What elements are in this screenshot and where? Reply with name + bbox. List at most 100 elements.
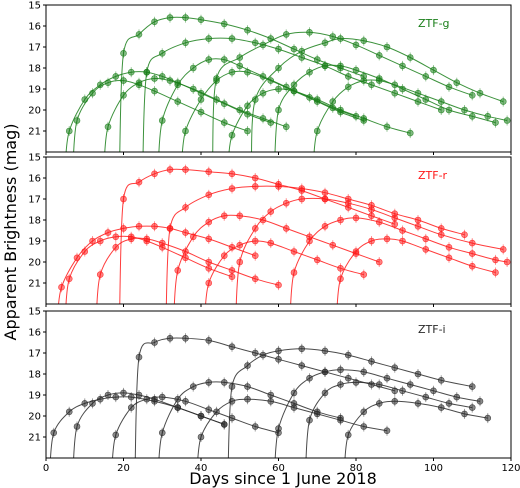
data-point <box>73 117 81 124</box>
data-point <box>313 256 321 264</box>
data-point <box>383 235 391 243</box>
data-point <box>430 66 437 74</box>
data-point <box>306 237 313 245</box>
data-point <box>228 343 236 351</box>
data-point <box>360 368 368 376</box>
data-point <box>352 66 360 74</box>
data-point <box>422 246 430 253</box>
data-point <box>220 56 228 63</box>
data-point <box>337 216 344 224</box>
data-point <box>228 267 236 274</box>
data-point <box>321 189 329 196</box>
data-point <box>135 178 143 186</box>
data-point <box>166 334 174 342</box>
data-point <box>205 337 213 344</box>
data-point <box>468 239 476 247</box>
data-point <box>399 237 406 245</box>
y-tick-label: 18 <box>28 370 41 381</box>
data-point <box>151 339 158 346</box>
data-point <box>251 39 259 47</box>
data-point <box>251 423 259 430</box>
y-tick-label: 18 <box>28 216 41 227</box>
data-point <box>81 96 89 103</box>
data-point <box>244 395 251 403</box>
data-point <box>120 195 127 203</box>
data-point <box>306 68 313 76</box>
data-point <box>375 381 383 388</box>
data-point <box>298 362 306 369</box>
plot-area-2 <box>49 333 492 458</box>
data-point <box>267 397 275 405</box>
data-point <box>50 429 58 437</box>
fit-curve <box>158 381 341 458</box>
data-point <box>197 412 205 420</box>
data-point <box>360 271 368 278</box>
data-point <box>337 416 344 424</box>
x-axis-title: Days since 1 June 2018 <box>189 469 377 488</box>
data-point <box>329 241 337 249</box>
data-point <box>368 81 375 89</box>
data-point <box>120 77 127 84</box>
data-point <box>282 199 290 207</box>
data-point <box>135 79 143 86</box>
data-point <box>205 406 213 414</box>
data-point <box>182 229 189 236</box>
x-tick-label: 20 <box>117 463 130 474</box>
y-tick-label: 18 <box>28 64 41 75</box>
data-point <box>275 85 282 93</box>
data-point <box>89 400 96 407</box>
data-point <box>65 275 73 283</box>
y-tick-label: 16 <box>28 328 41 339</box>
data-point <box>135 353 143 361</box>
data-point <box>127 404 135 411</box>
panel-1: 15 16 17 18 19 20 21 ZTF-r <box>28 153 512 307</box>
data-point <box>437 376 445 384</box>
data-point <box>406 129 414 137</box>
data-point <box>205 235 213 243</box>
data-point <box>344 431 352 439</box>
data-point <box>368 237 375 245</box>
data-point <box>437 231 445 238</box>
data-point <box>453 79 461 86</box>
data-point <box>492 256 499 264</box>
data-point <box>290 45 298 53</box>
data-point <box>461 106 468 114</box>
data-point <box>468 383 476 390</box>
data-point <box>120 49 127 57</box>
data-point <box>344 351 352 359</box>
data-point <box>368 206 375 213</box>
data-point <box>461 231 468 238</box>
data-point <box>375 52 383 59</box>
data-point <box>267 239 275 247</box>
data-point <box>158 393 166 401</box>
data-point <box>158 429 166 437</box>
data-point <box>151 170 158 178</box>
panel-0: 15 16 17 18 19 20 21 ZTF-g <box>28 1 512 155</box>
data-point <box>492 119 499 126</box>
data-point <box>399 227 406 234</box>
data-point <box>383 374 391 382</box>
fit-curve <box>227 348 473 458</box>
data-point <box>182 204 189 211</box>
data-point <box>383 43 391 51</box>
y-tick-label: 15 <box>28 1 41 12</box>
data-point <box>244 362 251 369</box>
data-point <box>437 225 445 232</box>
data-point <box>96 237 104 245</box>
data-point <box>120 92 127 99</box>
y-tick-label: 20 <box>28 258 41 269</box>
data-point <box>73 423 81 430</box>
data-point <box>205 35 213 42</box>
data-point <box>213 77 220 84</box>
data-point <box>220 379 228 386</box>
data-point <box>445 254 453 262</box>
data-point <box>290 87 298 95</box>
data-point <box>244 26 251 34</box>
data-point <box>205 218 213 226</box>
data-point <box>321 62 329 70</box>
data-point <box>182 334 189 342</box>
panel-2: 15 16 17 18 19 20 21 0 20 40 60 80 100 120 ZTF-i <box>28 307 520 475</box>
data-point <box>220 212 228 220</box>
data-point <box>306 416 313 424</box>
data-point <box>468 92 476 99</box>
